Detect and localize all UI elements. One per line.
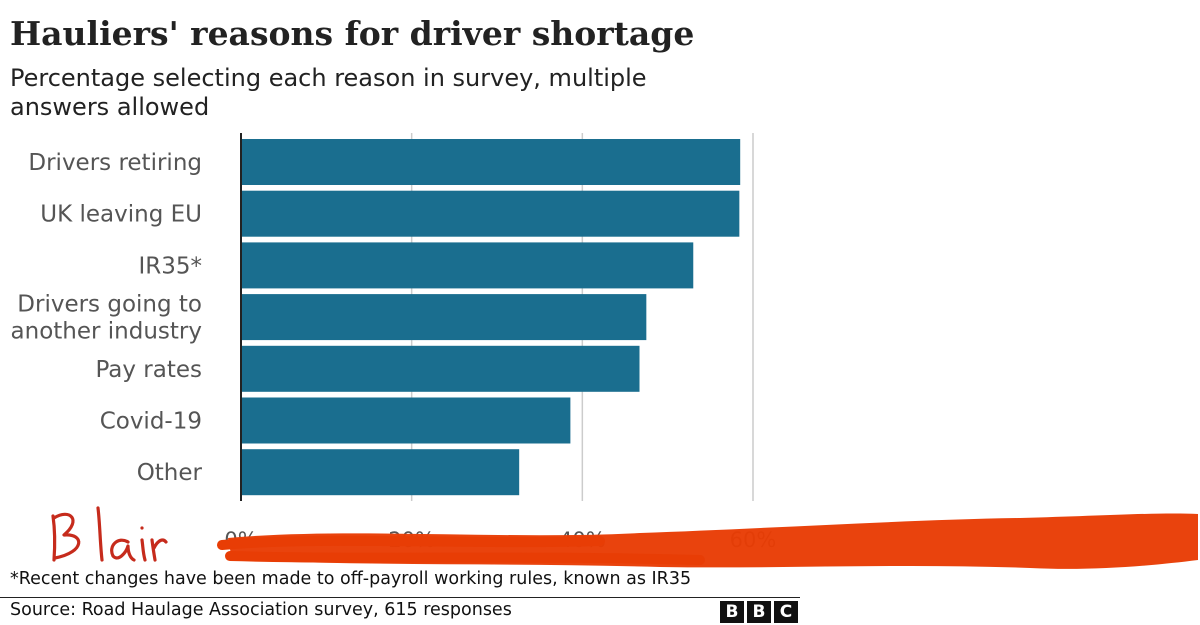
logo-block: B <box>747 601 771 623</box>
bar <box>241 449 520 496</box>
category-label: UK leaving EU <box>40 202 202 228</box>
category-label: Covid-19 <box>100 409 202 435</box>
category-label: another industry <box>11 319 202 345</box>
category-label: IR35* <box>138 253 202 279</box>
bar <box>241 242 694 289</box>
footer-divider <box>0 597 800 598</box>
chart-subtitle: Percentage selecting each reason in surv… <box>10 64 647 121</box>
category-label: Pay rates <box>95 357 202 383</box>
bar <box>241 139 741 185</box>
logo-block: B <box>720 601 744 623</box>
bar <box>241 294 647 341</box>
bbc-logo: B B C <box>720 601 798 623</box>
category-label: Drivers going to <box>17 292 202 318</box>
bar <box>241 345 640 392</box>
category-label: Drivers retiring <box>28 150 202 176</box>
handwritten-signature <box>51 506 168 562</box>
chart-title: Hauliers' reasons for driver shortage <box>10 14 695 53</box>
source-text: Source: Road Haulage Association survey,… <box>10 600 512 620</box>
bar <box>241 190 740 237</box>
red-redaction-stroke-edge <box>217 535 705 565</box>
logo-block: C <box>774 601 798 623</box>
bar <box>241 397 571 444</box>
category-label: Other <box>137 460 203 486</box>
footnote: *Recent changes have been made to off-pa… <box>10 569 692 589</box>
